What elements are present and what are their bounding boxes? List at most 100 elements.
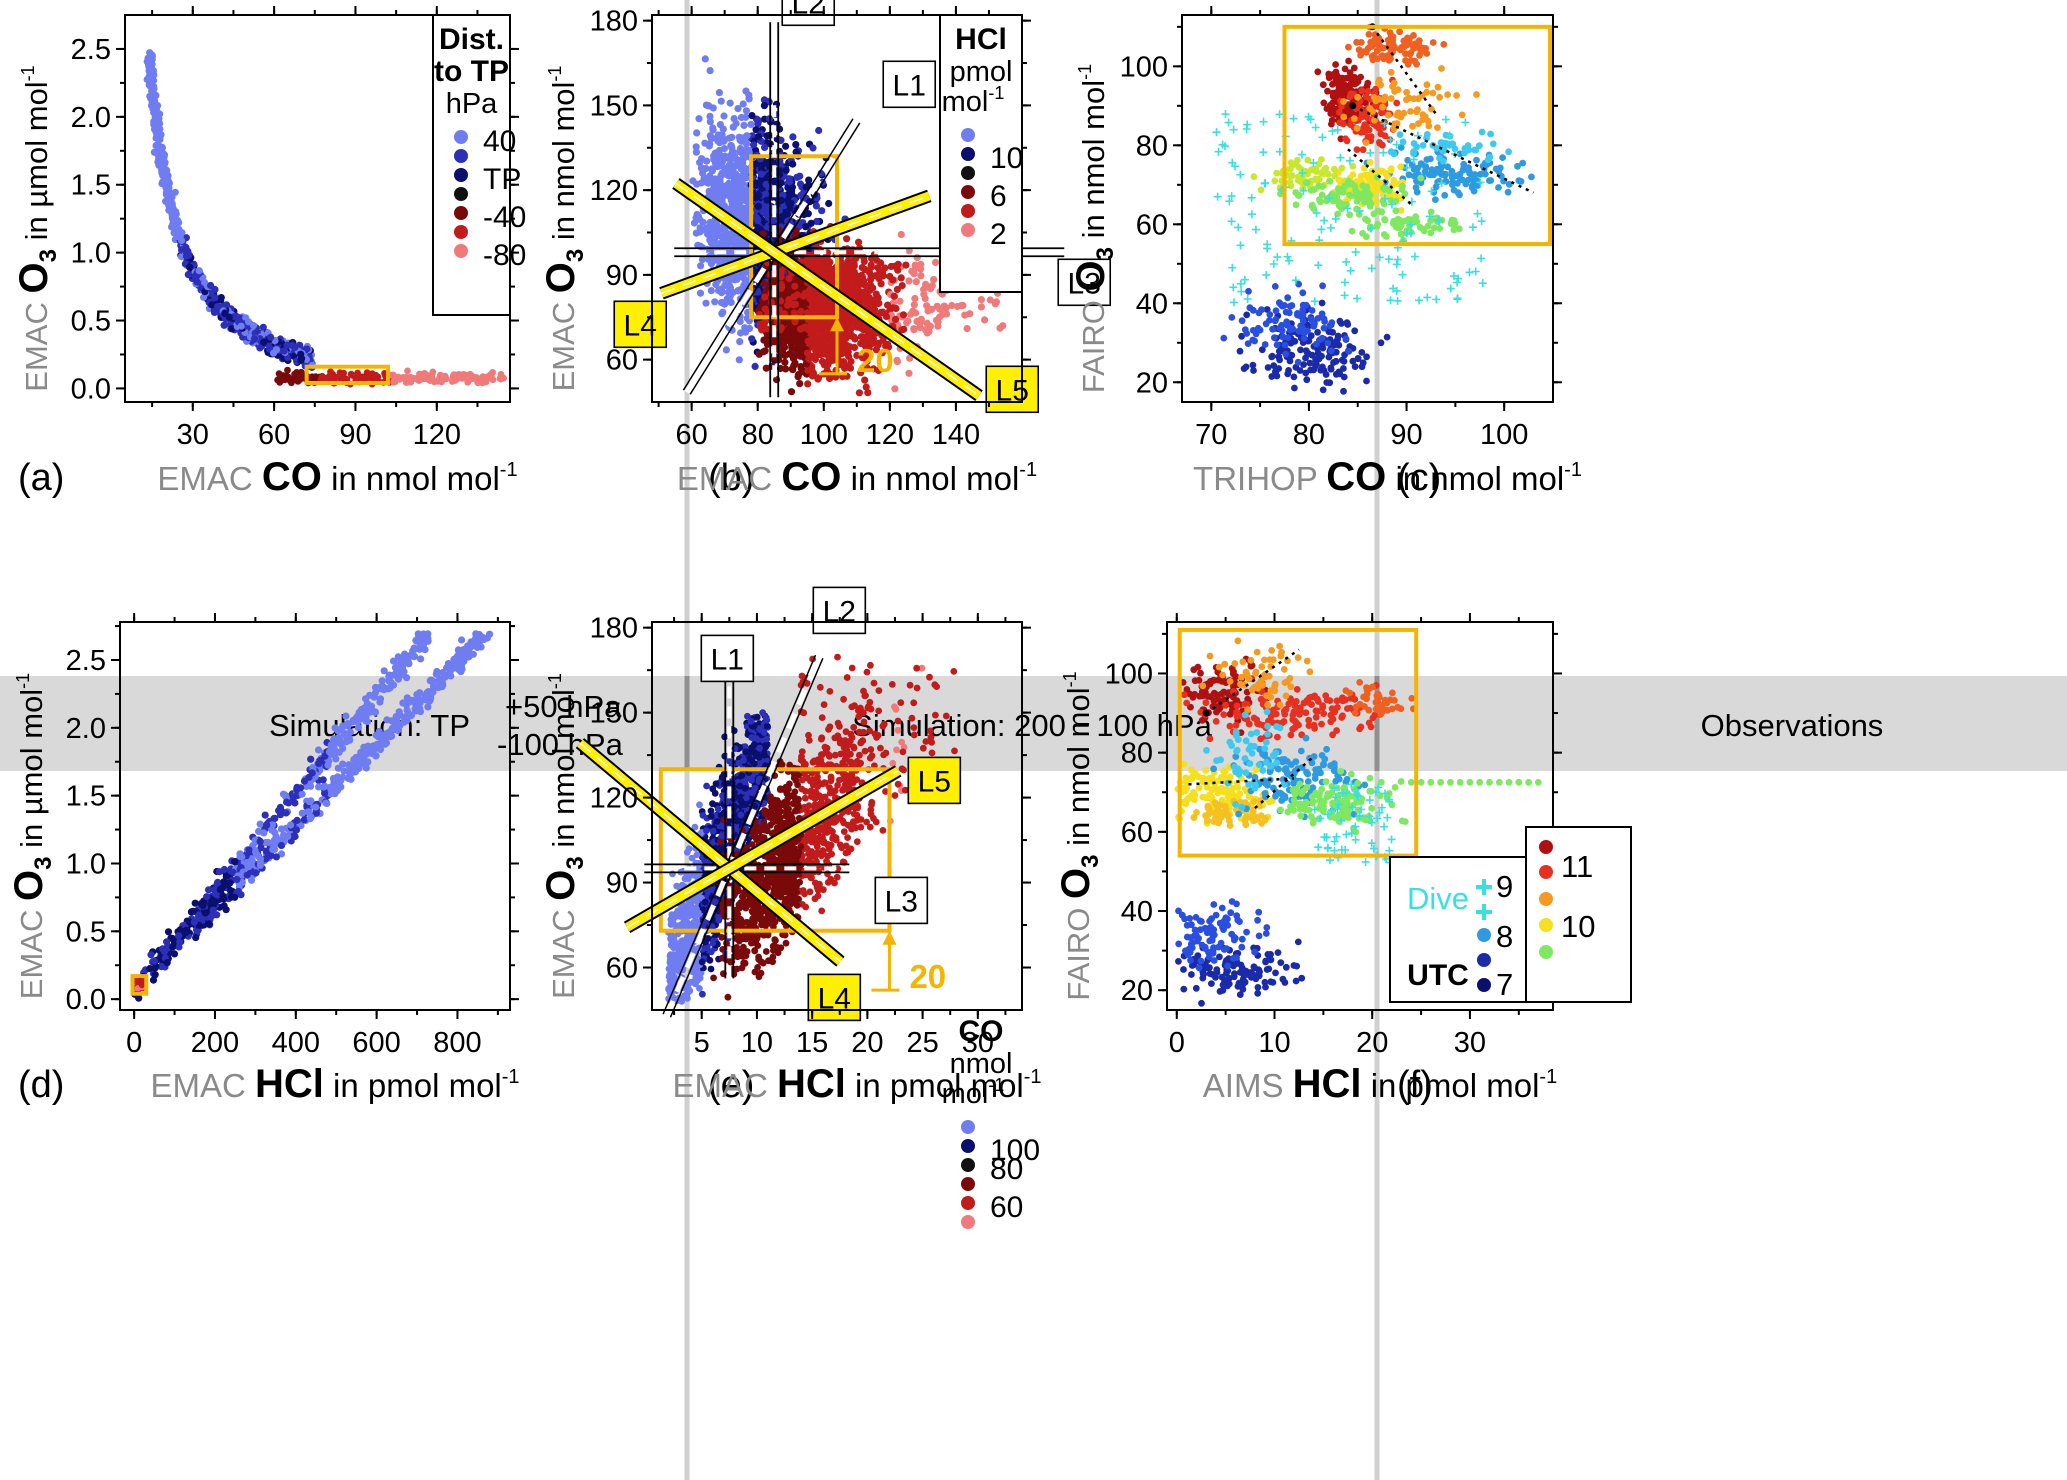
data-point	[1336, 119, 1344, 127]
legend-entry-label: -80	[483, 239, 526, 272]
x-unit-sup: -1	[1019, 459, 1037, 481]
data-point	[896, 297, 904, 305]
data-point	[1383, 333, 1391, 341]
data-point	[1302, 347, 1310, 354]
data-point	[864, 389, 872, 397]
data-point	[1379, 103, 1386, 111]
data-point	[1228, 314, 1236, 321]
data-point	[1318, 299, 1326, 307]
data-point	[1504, 188, 1512, 196]
data-point	[1266, 311, 1274, 318]
data-point	[802, 223, 810, 231]
data-point	[1282, 308, 1290, 316]
data-point	[706, 67, 714, 75]
data-point	[1281, 341, 1289, 349]
data-point	[808, 372, 817, 380]
data-point	[184, 271, 192, 279]
data-point	[483, 375, 491, 382]
y-tick-label: 120	[590, 175, 638, 207]
data-point	[1473, 156, 1480, 164]
data-point	[768, 298, 776, 307]
data-point	[280, 347, 288, 355]
data-point	[217, 294, 225, 302]
data-point	[865, 302, 873, 310]
data-point	[725, 192, 733, 200]
data-point	[1434, 124, 1441, 131]
data-point	[1273, 372, 1281, 380]
data-point	[920, 290, 928, 298]
data-point	[1314, 315, 1322, 322]
data-point	[911, 294, 919, 303]
y-unit: in µmol mol	[19, 81, 54, 249]
y-tick-label: 90	[606, 260, 638, 292]
data-point	[1323, 379, 1331, 386]
data-point	[902, 261, 910, 269]
data-point	[1357, 39, 1365, 46]
legend-swatch	[454, 187, 468, 201]
legend-title: Dist.	[439, 23, 504, 56]
data-point	[1407, 49, 1415, 57]
data-point	[796, 380, 804, 388]
data-point	[1409, 122, 1416, 130]
data-point	[910, 301, 918, 309]
data-point	[1423, 81, 1431, 89]
data-point	[1272, 307, 1280, 315]
data-point	[1310, 320, 1318, 328]
data-point	[1425, 122, 1433, 130]
data-point	[805, 355, 813, 363]
data-point	[1429, 39, 1437, 46]
data-point	[259, 323, 267, 331]
x-axis-label: EMAC CO in nmol mol-1	[157, 455, 517, 499]
data-point	[730, 205, 738, 213]
x-tick-label: 100	[800, 419, 848, 451]
data-point	[897, 230, 905, 239]
data-point	[1393, 111, 1401, 119]
data-point	[849, 256, 857, 264]
data-point	[1387, 95, 1395, 102]
legend-entry-label: 6	[990, 180, 1007, 213]
data-point	[1391, 87, 1398, 95]
data-point	[1363, 377, 1370, 385]
data-point	[782, 142, 790, 150]
data-point	[195, 267, 203, 275]
data-point	[1361, 121, 1369, 128]
data-point	[1370, 52, 1377, 59]
data-point	[872, 290, 880, 298]
y-tick-label: 180	[590, 6, 638, 38]
data-point	[175, 227, 183, 235]
data-point	[1269, 325, 1276, 333]
data-point	[148, 87, 156, 95]
data-point	[1351, 327, 1359, 335]
data-point	[165, 199, 173, 207]
data-point	[464, 377, 472, 385]
data-point	[1337, 78, 1345, 86]
data-point	[1354, 93, 1361, 101]
data-point	[794, 342, 803, 350]
data-point	[256, 344, 264, 352]
data-point	[182, 252, 191, 260]
y-axis-label: EMAC O3 in nmol mol-1	[539, 66, 589, 392]
data-point	[754, 133, 763, 141]
data-point	[790, 300, 799, 308]
data-point	[760, 336, 768, 344]
data-point	[776, 171, 784, 179]
data-point	[156, 147, 164, 155]
data-point	[1324, 339, 1332, 347]
panel-label: (a)	[18, 457, 64, 499]
data-point	[843, 235, 851, 243]
data-point	[702, 299, 710, 307]
data-point	[745, 95, 753, 103]
data-point	[948, 301, 956, 310]
data-point	[875, 299, 883, 307]
data-point	[709, 124, 717, 132]
data-point	[337, 372, 345, 380]
data-point	[715, 89, 724, 97]
legend-entry-label: 2	[990, 218, 1007, 251]
data-point	[706, 173, 714, 181]
data-point	[1246, 304, 1254, 312]
data-point	[1385, 111, 1392, 119]
data-point	[1342, 335, 1350, 342]
data-point	[1283, 320, 1290, 328]
data-point	[168, 208, 176, 216]
x-tick-label: 80	[742, 419, 774, 451]
